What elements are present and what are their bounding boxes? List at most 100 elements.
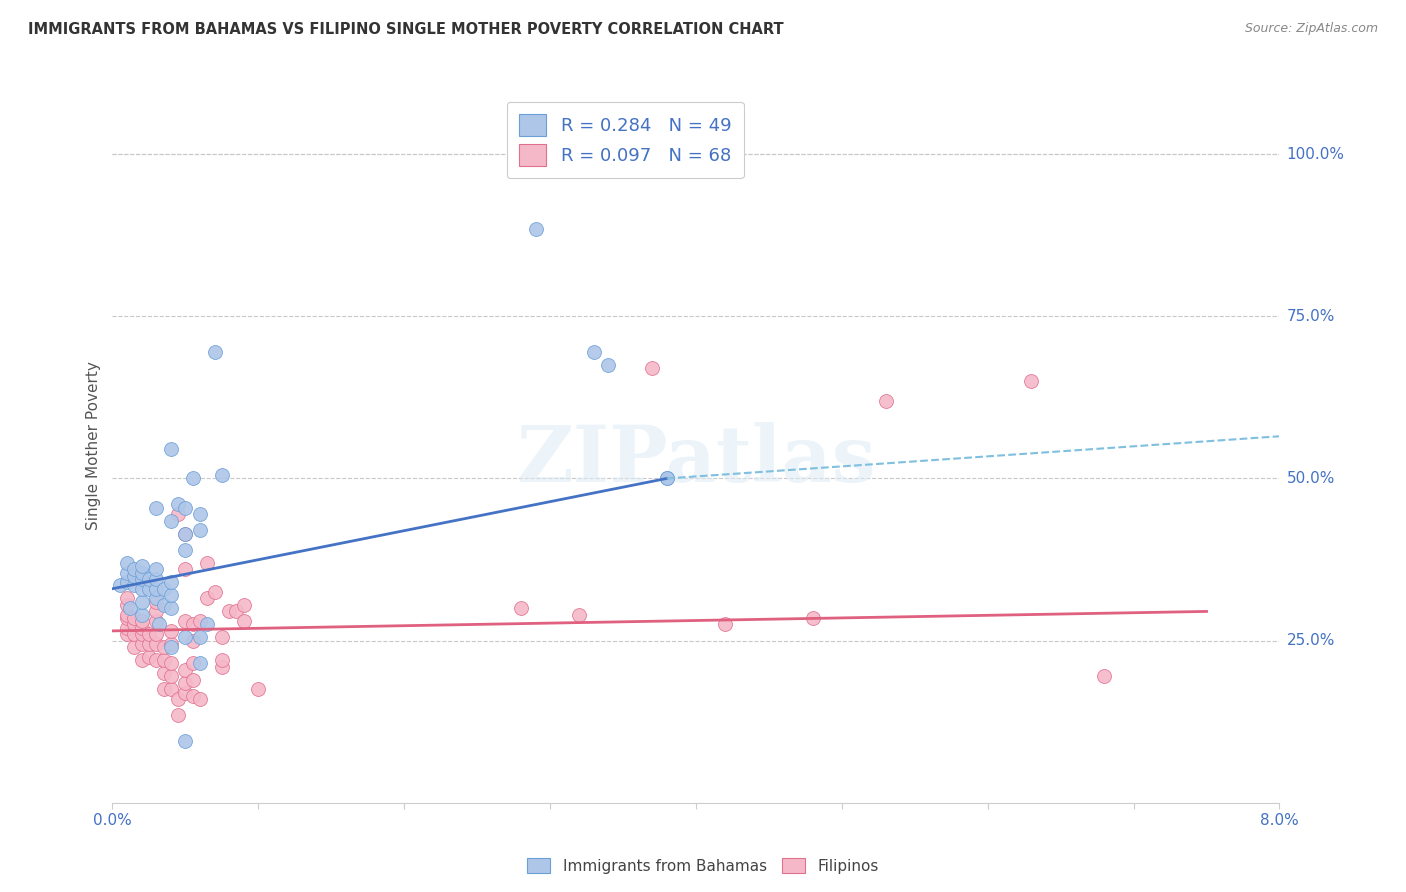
Point [801, 611, 824, 625]
Text: IMMIGRANTS FROM BAHAMAS VS FILIPINO SINGLE MOTHER POVERTY CORRELATION CHART: IMMIGRANTS FROM BAHAMAS VS FILIPINO SING… [28, 22, 783, 37]
Point [174, 734, 197, 748]
Point [218, 604, 240, 618]
Point [174, 675, 197, 690]
Point [174, 500, 197, 515]
Point [131, 621, 153, 635]
Point [582, 345, 605, 359]
Point [181, 673, 204, 687]
Point [598, 358, 620, 372]
Point [181, 657, 204, 671]
Point [188, 524, 211, 538]
Point [138, 637, 160, 651]
Point [145, 562, 167, 576]
Point [1021, 374, 1043, 388]
Point [115, 598, 138, 612]
Point [160, 588, 183, 602]
Point [131, 582, 153, 596]
Point [174, 614, 197, 628]
Point [115, 556, 138, 570]
Point [115, 627, 138, 641]
Point [138, 627, 160, 641]
Point [211, 659, 233, 673]
Point [124, 640, 146, 654]
Point [174, 562, 197, 576]
Legend: R = 0.284   N = 49, R = 0.097   N = 68: R = 0.284 N = 49, R = 0.097 N = 68 [506, 102, 744, 178]
Point [204, 345, 226, 359]
Point [148, 617, 170, 632]
Point [211, 468, 233, 483]
Point [232, 614, 254, 628]
Point [188, 614, 211, 628]
Point [1094, 669, 1116, 683]
Point [131, 607, 153, 622]
Text: 50.0%: 50.0% [1286, 471, 1334, 486]
Point [568, 607, 591, 622]
Legend: Immigrants from Bahamas, Filipinos: Immigrants from Bahamas, Filipinos [522, 852, 884, 880]
Point [131, 614, 153, 628]
Point [124, 568, 146, 582]
Point [145, 500, 167, 515]
Point [115, 591, 138, 606]
Point [124, 578, 146, 592]
Point [188, 631, 211, 645]
Point [195, 556, 218, 570]
Point [524, 221, 547, 235]
Point [247, 682, 270, 697]
Point [131, 627, 153, 641]
Point [160, 624, 183, 638]
Point [188, 692, 211, 706]
Point [145, 582, 167, 596]
Point [124, 562, 146, 576]
Point [145, 653, 167, 667]
Point [714, 617, 737, 632]
Point [131, 595, 153, 609]
Point [160, 682, 183, 697]
Point [118, 601, 141, 615]
Point [138, 582, 160, 596]
Point [115, 621, 138, 635]
Point [160, 640, 183, 654]
Point [188, 507, 211, 521]
Point [174, 663, 197, 677]
Point [655, 471, 678, 485]
Point [131, 637, 153, 651]
Point [115, 611, 138, 625]
Point [174, 631, 197, 645]
Point [211, 631, 233, 645]
Point [174, 526, 197, 541]
Point [145, 604, 167, 618]
Point [174, 526, 197, 541]
Point [195, 591, 218, 606]
Point [875, 393, 897, 408]
Point [160, 575, 183, 590]
Text: 75.0%: 75.0% [1286, 309, 1334, 324]
Point [138, 649, 160, 664]
Point [655, 471, 678, 485]
Point [152, 598, 174, 612]
Point [152, 582, 174, 596]
Point [131, 559, 153, 574]
Text: Source: ZipAtlas.com: Source: ZipAtlas.com [1244, 22, 1378, 36]
Point [115, 575, 138, 590]
Point [145, 614, 167, 628]
Point [138, 572, 160, 586]
Y-axis label: Single Mother Poverty: Single Mother Poverty [86, 361, 101, 531]
Text: 25.0%: 25.0% [1286, 633, 1334, 648]
Point [145, 591, 167, 606]
Point [188, 657, 211, 671]
Text: ZIPatlas: ZIPatlas [516, 422, 876, 499]
Text: 100.0%: 100.0% [1286, 146, 1344, 161]
Point [145, 595, 167, 609]
Point [145, 627, 167, 641]
Point [509, 601, 531, 615]
Point [131, 566, 153, 580]
Point [181, 471, 204, 485]
Point [160, 601, 183, 615]
Point [160, 637, 183, 651]
Point [204, 585, 226, 599]
Point [167, 708, 190, 723]
Point [152, 666, 174, 681]
Point [115, 607, 138, 622]
Point [152, 682, 174, 697]
Point [145, 572, 167, 586]
